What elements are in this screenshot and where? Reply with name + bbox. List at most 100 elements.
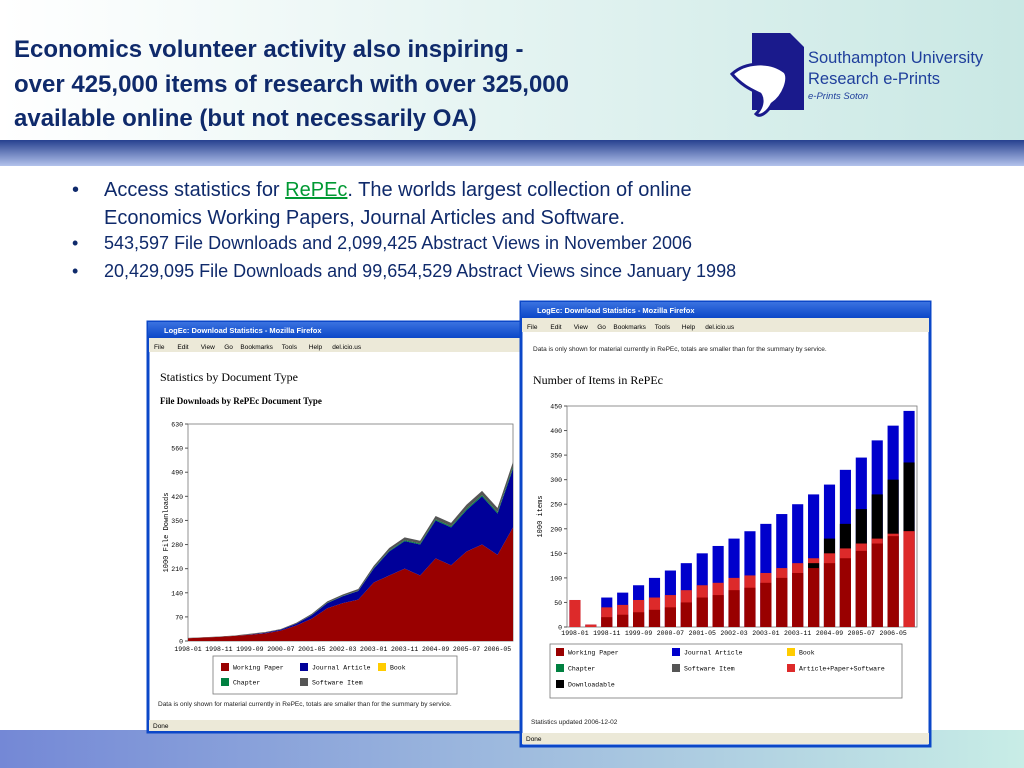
legend-swatch	[221, 663, 229, 671]
bullet-dot: •	[72, 179, 79, 201]
bar	[633, 612, 645, 627]
menu-item[interactable]: Tools	[282, 344, 298, 351]
legend-box	[549, 643, 903, 699]
y-tick-label: 300	[550, 477, 562, 484]
legend-swatch	[672, 664, 680, 672]
legend-label: Software Item	[684, 666, 735, 673]
menu-item[interactable]: Help	[309, 344, 323, 351]
y-tick-label: 70	[175, 614, 183, 621]
status-bar	[522, 733, 929, 744]
y-tick-label: 150	[550, 551, 562, 558]
menu-item[interactable]: del.icio.us	[332, 344, 362, 351]
title-bar	[148, 322, 528, 338]
bar	[792, 572, 804, 627]
bullet-text: 543,597 File Downloads and 2,099,425 Abs…	[104, 233, 692, 253]
status: Done	[153, 723, 169, 730]
status: Done	[526, 736, 542, 743]
x-tick-label: 2005-07	[848, 630, 875, 637]
y-tick-label: 50	[554, 600, 562, 607]
y-tick-label: 280	[171, 542, 183, 549]
link[interactable]: RePEc	[285, 179, 347, 201]
legend-label: Working Paper	[568, 650, 619, 657]
x-tick-label: 2002-03	[720, 630, 747, 637]
area	[188, 527, 513, 641]
y-tick-label: 250	[550, 502, 562, 509]
x-tick-label: 2001-05	[298, 646, 325, 653]
y-tick-label: 350	[171, 518, 183, 525]
bullet-text: 20,429,095 File Downloads and 99,654,529…	[104, 261, 736, 281]
menu-item[interactable]: Help	[682, 324, 696, 331]
updated: Statistics updated 2006-12-02	[531, 719, 618, 726]
bar	[664, 607, 676, 627]
x-tick-label: 1999-09	[625, 630, 652, 637]
y-tick-label: 0	[558, 625, 562, 632]
bar	[728, 590, 740, 627]
y-tick-label: 210	[171, 566, 183, 573]
bar	[696, 597, 708, 627]
y-tick-label: 420	[171, 494, 183, 501]
x-tick-label: 1999-09	[236, 646, 263, 653]
x-tick-label: 2005-07	[453, 646, 480, 653]
x-tick-label: 1998-01	[174, 646, 201, 653]
y-tick-label: 560	[171, 446, 183, 453]
legend-label: Journal Article	[684, 650, 743, 657]
bar	[744, 587, 756, 627]
y-tick-label: 630	[171, 422, 183, 429]
y-tick-label: 350	[550, 453, 562, 460]
bar	[648, 609, 661, 627]
menu-item[interactable]: View	[574, 324, 588, 331]
bar	[855, 550, 867, 627]
status-bar	[149, 720, 527, 731]
x-tick-label: 2006-05	[879, 630, 906, 637]
x-tick-label: 2002-03	[329, 646, 356, 653]
menu-bar	[149, 338, 527, 352]
x-tick-label: 2006-05	[484, 646, 511, 653]
y-tick-label: 140	[171, 590, 183, 597]
menu-item[interactable]: Edit	[550, 324, 561, 331]
menu-item[interactable]: Tools	[655, 324, 671, 331]
title-line: available online (but not necessarily OA…	[14, 105, 477, 132]
menu-item[interactable]: File	[527, 324, 538, 331]
bar	[823, 563, 836, 627]
menu-item[interactable]: Bookmarks	[240, 344, 273, 351]
x-tick-label: 2004-09	[422, 646, 449, 653]
bar	[617, 614, 629, 627]
bar	[601, 617, 613, 627]
legend-swatch	[556, 680, 564, 688]
legend-label: Book	[799, 650, 815, 657]
menu-item[interactable]: Go	[224, 344, 233, 351]
legend-swatch	[300, 678, 308, 686]
legend-label: Working Paper	[233, 665, 284, 672]
legend-swatch	[556, 664, 564, 672]
logo-text: Research e-Prints	[808, 70, 940, 88]
y-tick-label: 490	[171, 470, 183, 477]
x-tick-label: 1998-01	[561, 630, 588, 637]
legend-swatch	[787, 648, 795, 656]
x-tick-label: 2003-11	[391, 646, 418, 653]
browser-window: LogEc: Download Statistics - Mozilla Fir…	[519, 300, 932, 748]
bar	[601, 607, 613, 627]
menu-item[interactable]: File	[154, 344, 165, 351]
menu-item[interactable]: View	[201, 344, 215, 351]
logo: Southampton University Research e-Prints…	[729, 33, 984, 117]
x-tick-label: 2003-01	[752, 630, 779, 637]
note: Data is only shown for material currentl…	[158, 701, 452, 708]
x-tick-label: 1998-11	[205, 646, 232, 653]
x-tick-label: 2000-07	[657, 630, 684, 637]
legend-swatch	[672, 648, 680, 656]
menu-item[interactable]: Edit	[177, 344, 188, 351]
legend-swatch	[556, 648, 564, 656]
menu-item[interactable]: Bookmarks	[613, 324, 646, 331]
y-axis-label: 1000 items	[537, 495, 545, 537]
menu-item[interactable]: Go	[597, 324, 606, 331]
y-tick-label: 100	[550, 575, 562, 582]
header-bg	[0, 0, 1024, 140]
menu-item[interactable]: del.icio.us	[705, 324, 735, 331]
legend-label: Software Item	[312, 680, 363, 687]
bar	[712, 595, 724, 627]
bullet-text: Access statistics for RePEc. The worlds …	[104, 179, 692, 201]
legend-label: Chapter	[568, 666, 595, 673]
legend-label: Downloadable	[568, 682, 615, 689]
bar	[839, 558, 851, 627]
bar	[585, 624, 597, 627]
